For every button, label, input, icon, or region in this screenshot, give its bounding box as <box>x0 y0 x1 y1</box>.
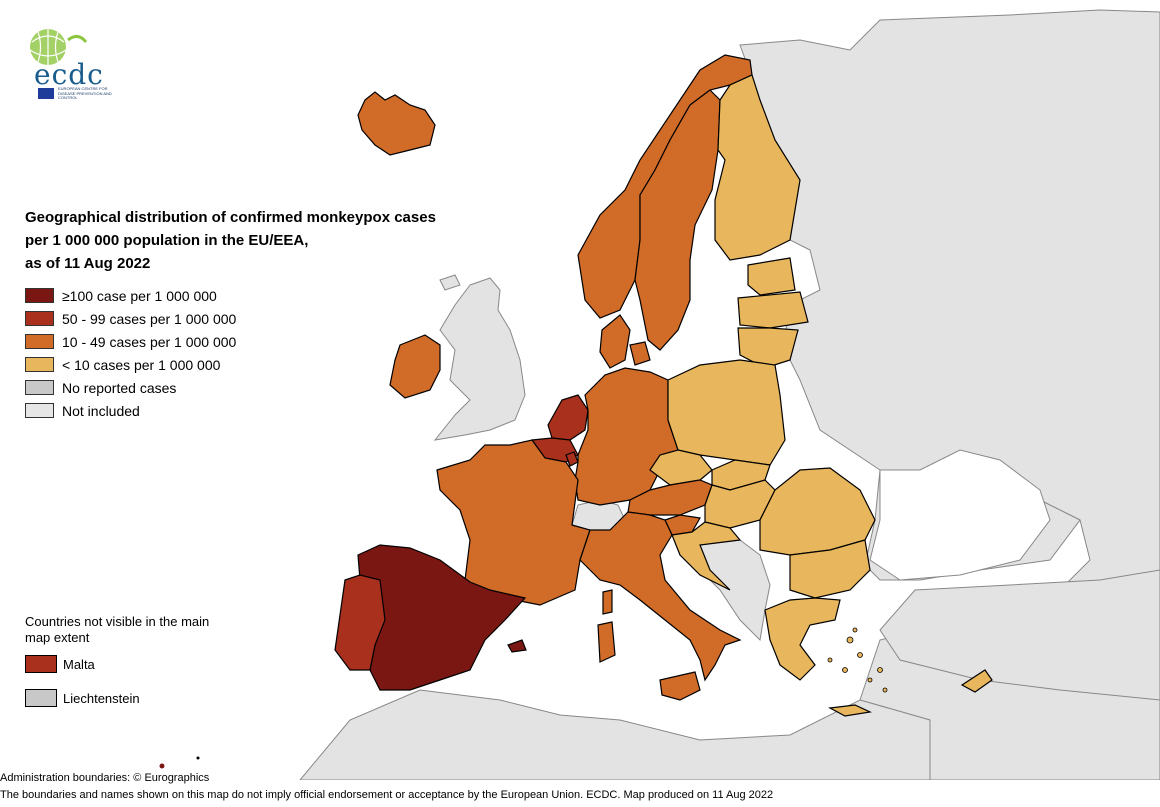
small-islands <box>827 627 888 693</box>
inset-swatch <box>25 689 57 707</box>
inset-label: Liechtenstein <box>63 690 140 706</box>
title-line-1: Geographical distribution of confirmed m… <box>25 209 436 226</box>
logo-subtitle: EUROPEAN CENTRE FOR DISEASE PREVENTION A… <box>58 86 112 100</box>
region-greece <box>764 597 841 681</box>
legend-swatch <box>25 288 54 303</box>
region-iceland <box>357 91 436 156</box>
region-balearic <box>507 639 527 653</box>
region-estonia <box>747 257 796 296</box>
inset-item-malta: Malta <box>25 655 95 673</box>
region-corsica <box>602 589 613 615</box>
footer-disclaimer: The boundaries and names shown on this m… <box>0 789 774 801</box>
map-title: Geographical distribution of confirmed m… <box>25 206 495 275</box>
ukraine-region <box>869 449 1051 581</box>
inset-title: Countries not visible in the main map ex… <box>25 614 210 645</box>
region-sardinia <box>597 621 616 663</box>
region-italy <box>579 511 742 682</box>
legend-item: No reported cases <box>25 376 236 399</box>
legend-label: ≥100 case per 1 000 000 <box>62 287 217 304</box>
inset-swatch <box>25 655 57 673</box>
footer-credit: Administration boundaries: © Eurographic… <box>0 772 210 784</box>
region-portugal <box>334 574 386 671</box>
legend-swatch <box>25 334 54 349</box>
region-croatia <box>671 521 742 591</box>
legend: ≥100 case per 1 000 000 50 - 99 cases pe… <box>25 284 236 422</box>
legend-label: 50 - 99 cases per 1 000 000 <box>62 310 237 327</box>
legend-label: 10 - 49 cases per 1 000 000 <box>62 333 237 350</box>
legend-swatch <box>25 380 54 395</box>
region-ireland <box>389 334 441 399</box>
legend-swatch <box>25 357 54 372</box>
inset-item-liechtenstein: Liechtenstein <box>25 689 140 707</box>
region-denmark-zealand <box>629 341 651 366</box>
legend-item: 50 - 99 cases per 1 000 000 <box>25 307 236 330</box>
region-cyprus <box>960 669 993 693</box>
legend-label: < 10 cases per 1 000 000 <box>62 356 221 373</box>
eu-flag-icon <box>38 88 54 99</box>
azores-dot <box>159 763 165 769</box>
ecdc-logo-icon <box>29 29 88 65</box>
region-romania <box>759 467 876 556</box>
region-denmark <box>599 314 631 369</box>
legend-item: 10 - 49 cases per 1 000 000 <box>25 330 236 353</box>
region-finland <box>714 74 801 261</box>
region-sicily <box>659 671 701 701</box>
legend-item: Not included <box>25 399 236 422</box>
logo-name: ecdc <box>34 58 104 91</box>
region-bulgaria <box>789 539 871 599</box>
canary-dot <box>196 756 200 760</box>
region-sweden <box>634 89 721 351</box>
region-germany <box>574 367 679 506</box>
region-latvia <box>737 291 809 329</box>
eu-countries <box>334 54 993 717</box>
region-lithuania <box>737 327 799 369</box>
legend-item: < 10 cases per 1 000 000 <box>25 353 236 376</box>
title-line-2: per 1 000 000 population in the EU/EEA, <box>25 232 309 249</box>
legend-item: ≥100 case per 1 000 000 <box>25 284 236 307</box>
region-netherlands <box>547 394 589 441</box>
region-poland <box>667 359 786 466</box>
inset-label: Malta <box>63 656 95 672</box>
legend-swatch <box>25 311 54 326</box>
legend-label: No reported cases <box>62 379 177 396</box>
legend-label: Not included <box>62 402 140 419</box>
europe-map <box>159 9 1160 780</box>
region-crete <box>828 704 873 717</box>
legend-swatch <box>25 403 54 418</box>
title-line-3: as of 11 Aug 2022 <box>25 255 151 272</box>
region-norway <box>577 54 753 319</box>
